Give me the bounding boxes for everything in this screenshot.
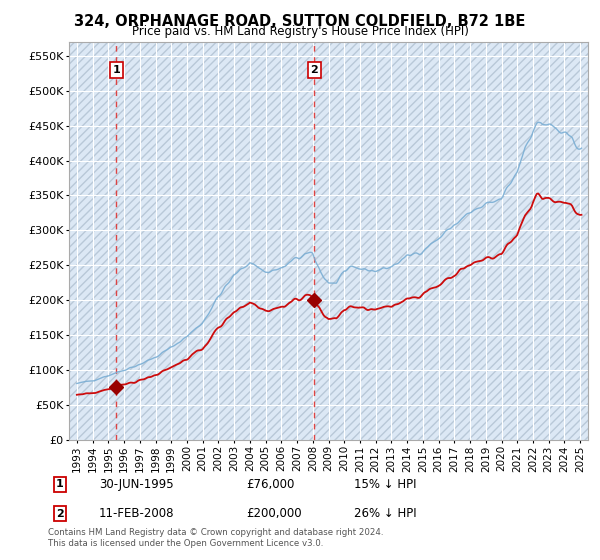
Text: 26% ↓ HPI: 26% ↓ HPI <box>354 507 416 520</box>
Text: Price paid vs. HM Land Registry's House Price Index (HPI): Price paid vs. HM Land Registry's House … <box>131 25 469 38</box>
Text: 15% ↓ HPI: 15% ↓ HPI <box>354 478 416 491</box>
Text: £76,000: £76,000 <box>246 478 295 491</box>
Text: £200,000: £200,000 <box>246 507 302 520</box>
Text: 324, ORPHANAGE ROAD, SUTTON COLDFIELD, B72 1BE: 324, ORPHANAGE ROAD, SUTTON COLDFIELD, B… <box>74 14 526 29</box>
Text: 11-FEB-2008: 11-FEB-2008 <box>99 507 175 520</box>
Text: 2: 2 <box>56 508 64 519</box>
Text: 1: 1 <box>112 65 120 75</box>
Text: 2: 2 <box>310 65 318 75</box>
Text: 1: 1 <box>56 479 64 489</box>
Text: 30-JUN-1995: 30-JUN-1995 <box>99 478 173 491</box>
Text: Contains HM Land Registry data © Crown copyright and database right 2024.
This d: Contains HM Land Registry data © Crown c… <box>48 528 383 548</box>
